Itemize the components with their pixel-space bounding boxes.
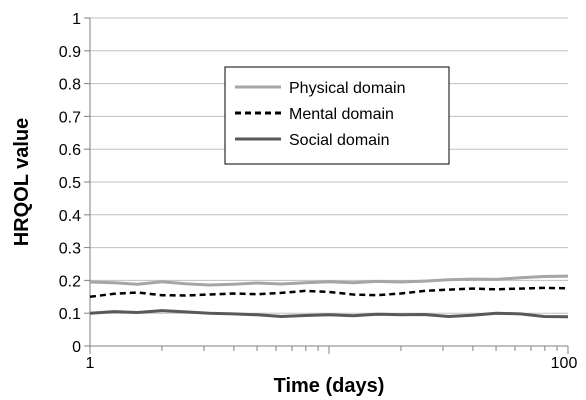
x-ticks: 1 100 — [86, 346, 578, 372]
legend-box — [224, 66, 450, 165]
y-tick-label: 0.9 — [59, 44, 81, 61]
x-axis-title: Time (days) — [274, 375, 385, 397]
y-tick-label: 0.3 — [59, 241, 81, 258]
legend-label-2: Social domain — [289, 132, 390, 149]
y-tick-label: 0.1 — [59, 306, 81, 323]
y-tick-label: 0.7 — [59, 109, 81, 126]
y-tick-label: 1 — [72, 11, 81, 28]
legend-label-1: Mental domain — [289, 106, 394, 123]
y-tick-label: 0.5 — [59, 175, 81, 192]
series-line-0 — [89, 274, 569, 287]
gridlines — [90, 17, 568, 314]
y-tick-label: 0.8 — [59, 77, 81, 94]
legend-label-0: Physical domain — [289, 80, 406, 97]
series-line-1 — [89, 286, 569, 299]
y-tick-label: 0.6 — [59, 142, 81, 159]
y-tick-label: 0.2 — [59, 273, 81, 290]
y-axis-title: HRQOL value — [11, 118, 33, 247]
legend: Physical domain Mental domain Social domai… — [224, 66, 450, 165]
series-lines — [89, 274, 569, 319]
y-tick-label: 0 — [72, 339, 81, 356]
series-line-2 — [89, 309, 569, 319]
x-tick-label: 1 — [86, 355, 95, 372]
x-tick-label: 100 — [551, 355, 578, 372]
y-tick-label: 0.4 — [59, 208, 81, 225]
y-ticks: 0 0.1 0.2 0.3 0.4 0.5 0.6 0.7 0.8 0.9 1 — [59, 11, 90, 356]
